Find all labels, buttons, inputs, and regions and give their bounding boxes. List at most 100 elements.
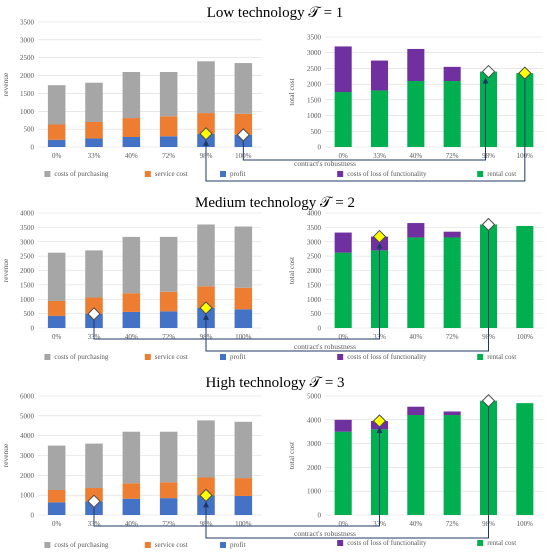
bar-service [47, 300, 66, 316]
y-tick-label: 500 [311, 128, 322, 136]
legend: costs of loss of functionality rental cos… [337, 539, 516, 547]
bar-purchasing [85, 250, 103, 298]
y-tick-label: 0 [318, 144, 322, 152]
y-tick-label: 2500 [20, 54, 35, 62]
y-tick-label: 3000 [307, 440, 322, 448]
bar-purchasing [47, 252, 66, 301]
x-tick-label: 0% [338, 152, 348, 160]
x-tick-label: 0% [52, 152, 62, 160]
y-tick-label: 3000 [307, 238, 322, 246]
bar-loss [407, 48, 425, 81]
x-tick-label: 72% [162, 333, 175, 341]
x-tick-label: 100% [235, 520, 252, 528]
bar-rental [516, 225, 534, 328]
bar-purchasing [197, 420, 215, 478]
legend-label: costs of purchasing [54, 170, 109, 178]
diamond-marker-icon [199, 301, 213, 315]
y-tick-label: 3000 [307, 49, 322, 57]
x-tick-label: 72% [446, 520, 459, 528]
y-tick-label: 1000 [307, 112, 322, 120]
connector-arrow-icon [203, 406, 489, 539]
bar-rental [479, 71, 498, 147]
bar-purchasing [197, 224, 215, 287]
y-tick-label: 0 [318, 325, 322, 333]
x-tick-label: 98% [482, 152, 495, 160]
bar-rental [407, 237, 425, 328]
y-tick-label: 1000 [20, 108, 35, 116]
chart-low-left: Low technology 𝒯 = 1 0 500 1000 1500 2000 2500… [1, 5, 356, 178]
bar-profit [85, 138, 103, 147]
y-tick-label: 2500 [307, 253, 322, 261]
bar-rental [443, 81, 461, 147]
legend-swatch-rental [477, 354, 484, 360]
bar-profit [122, 311, 141, 328]
bar-service [85, 297, 103, 314]
diamond-marker-icon [481, 64, 496, 79]
legend-swatch-loss [337, 171, 344, 177]
x-tick-label: 100% [517, 333, 534, 341]
legend-label: profit [230, 170, 246, 178]
bar-loss [407, 406, 425, 416]
bar-purchasing [234, 63, 253, 114]
legend: costs of purchasing service cost profit [44, 541, 246, 549]
bar-service [47, 490, 66, 503]
x-tick-label: 0% [338, 520, 348, 528]
legend-label: costs of loss of functionality [347, 353, 427, 361]
connector-arrow-icon [203, 230, 489, 352]
bar-service [159, 291, 178, 312]
legend-label: service cost [155, 353, 188, 361]
legend: costs of purchasing service cost profit [44, 170, 246, 178]
x-tick-label: 72% [446, 333, 459, 341]
y-tick-label: 2000 [20, 472, 35, 480]
chart-low-right: 0 500 1000 1500 2000 2500 3000 3500 total cost 0%… [287, 34, 543, 178]
legend: costs of loss of functionality rental cos… [337, 170, 516, 178]
bar-rental [443, 415, 461, 515]
y-tick-label: 5000 [20, 412, 35, 420]
diamond-marker-icon [199, 488, 213, 503]
bar-profit [159, 498, 178, 515]
chart-title: High technology 𝒯 = 3 [205, 375, 344, 391]
bar-rental [407, 415, 425, 515]
connector-arrow-icon [203, 79, 526, 182]
x-tick-label: 40% [125, 520, 138, 528]
bar-service [234, 113, 253, 135]
bar-service [122, 293, 141, 312]
x-tick-label: 0% [52, 520, 62, 528]
bar-service [159, 116, 178, 137]
diamond-marker-icon [481, 217, 496, 232]
bar-profit [122, 498, 141, 515]
diamond-marker-icon [199, 127, 213, 141]
y-tick-label: 3000 [20, 238, 35, 246]
y-tick-label: 1500 [20, 281, 35, 289]
bar-service [159, 482, 178, 499]
legend-swatch-service [144, 171, 151, 177]
legend-swatch-profit [220, 354, 226, 360]
chart-high-left: High technology 𝒯 = 3 0 1000 2000 3000 4000 50… [1, 375, 356, 549]
y-tick-label: 3500 [20, 224, 35, 232]
diamond-marker-icon [372, 414, 387, 428]
chart-med-left: Medium technology 𝒯 = 2 0 500 1000 1500 2000 2… [1, 195, 356, 361]
x-tick-label: 72% [446, 152, 459, 160]
bar-rental [370, 90, 389, 147]
x-tick-label: 40% [125, 333, 138, 341]
legend-swatch-rental [477, 540, 484, 546]
y-axis-label: total cost [287, 256, 296, 284]
bar-purchasing [159, 72, 178, 117]
x-tick-label: 100% [517, 520, 534, 528]
legend-label: service cost [155, 541, 188, 549]
y-tick-label: 3500 [20, 19, 35, 27]
bar-service [122, 118, 141, 137]
bar-loss [370, 60, 389, 91]
bar-loss [334, 419, 352, 432]
bar-purchasing [234, 421, 253, 479]
bar-purchasing [159, 431, 178, 483]
y-tick-label: 1000 [20, 296, 35, 304]
connector-arrow-icon [242, 77, 489, 161]
diamond-marker-icon [236, 128, 251, 142]
diamond-marker-icon [87, 307, 101, 321]
y-axis-label: revenue [1, 258, 10, 282]
x-tick-label: 100% [235, 333, 252, 341]
y-tick-label: 2500 [20, 253, 35, 261]
